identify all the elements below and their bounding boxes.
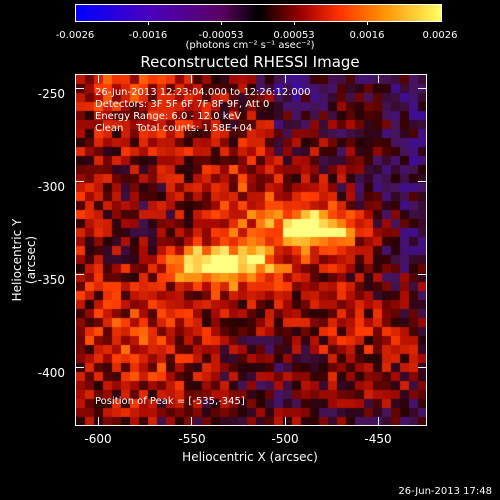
axis-tick-mark: [418, 367, 426, 369]
colorbar-tick-label: 0.0026: [422, 30, 458, 41]
y-tick-label: -250: [37, 87, 65, 101]
axis-tick-mark: [76, 274, 84, 276]
colorbar-tick-mark: [148, 21, 149, 25]
colorbar-tick-label: -0.0026: [55, 30, 95, 41]
axis-tick-mark: [284, 75, 286, 83]
footer-timestamp: 26-Jun-2013 17:48: [398, 486, 492, 497]
axis-tick-mark: [76, 367, 84, 369]
axis-tick-mark: [377, 75, 379, 83]
x-tick-label: -450: [364, 432, 392, 446]
axis-tick-mark: [76, 181, 84, 183]
clean-counts-text: Clean Total counts: 1.58E+04: [95, 123, 253, 134]
colorbar-units: (photons cm⁻² s⁻¹ asec⁻²): [185, 40, 315, 51]
colorbar-tick-mark: [294, 21, 295, 25]
y-tick-label: -300: [37, 180, 65, 194]
axis-tick-mark: [98, 75, 100, 83]
axis-tick-mark: [418, 88, 426, 90]
image-plot: 26-Jun-2013 12:23:04.000 to 12:26:12.000…: [75, 74, 427, 426]
x-axis-label: Heliocentric X (arcsec): [182, 450, 318, 464]
detectors-text: Detectors: 3F 5F 6F 7F 8F 9F, Att 0: [95, 99, 270, 110]
y-tick-label: -350: [37, 273, 65, 287]
peak-position-text: Position of Peak = [-535,-345]: [95, 396, 245, 407]
axis-tick-mark: [418, 274, 426, 276]
axis-tick-mark: [76, 88, 84, 90]
colorbar-tick-label: 0.00053: [273, 30, 315, 41]
colorbar: [75, 4, 442, 22]
axis-tick-mark: [284, 417, 286, 425]
colorbar-tick-label: -0.00053: [198, 30, 244, 41]
x-tick-label: -500: [271, 432, 299, 446]
y-tick-label: -400: [37, 366, 65, 380]
rhessi-heatmap: [76, 75, 426, 425]
y-axis-label: Heliocentric Y (arcsec): [10, 218, 38, 302]
axis-tick-mark: [98, 417, 100, 425]
axis-tick-mark: [191, 75, 193, 83]
axis-tick-mark: [418, 181, 426, 183]
plot-title: Reconstructed RHESSI Image: [140, 53, 360, 71]
colorbar-tick-mark: [367, 21, 368, 25]
axis-tick-mark: [377, 417, 379, 425]
energy-range-text: Energy Range: 6.0 - 12.0 keV: [95, 111, 242, 122]
axis-tick-mark: [191, 417, 193, 425]
x-tick-label: -600: [84, 432, 112, 446]
colorbar-tick-mark: [221, 21, 222, 25]
x-tick-label: -550: [178, 432, 206, 446]
colorbar-tick-label: 0.0016: [349, 30, 385, 41]
time-range-text: 26-Jun-2013 12:23:04.000 to 12:26:12.000: [95, 87, 311, 98]
colorbar-tick-label: -0.0016: [128, 30, 168, 41]
